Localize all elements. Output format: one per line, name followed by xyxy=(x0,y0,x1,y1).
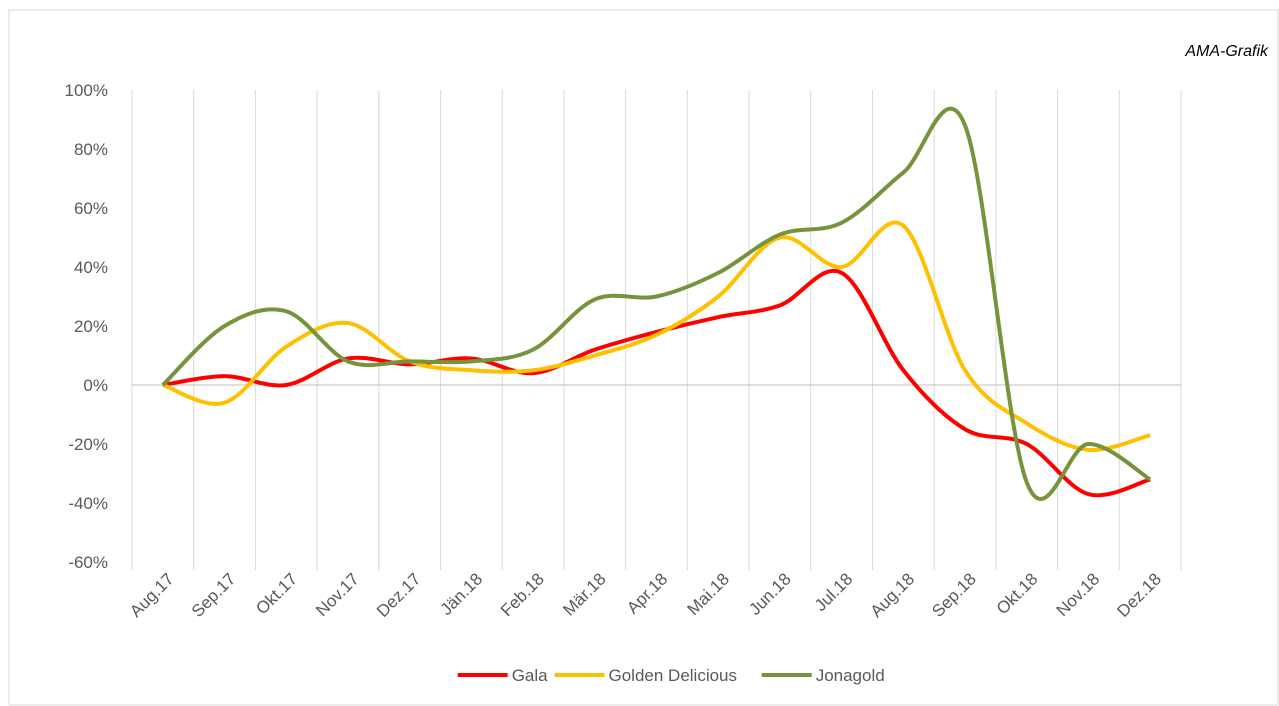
x-tick-label: Aug.17 xyxy=(126,569,178,621)
x-tick-label: Okt.17 xyxy=(252,569,301,618)
x-tick-label: Dez.17 xyxy=(373,569,425,621)
line-series xyxy=(161,106,1152,501)
y-tick-label: -60% xyxy=(68,553,108,572)
y-tick-label: 20% xyxy=(74,317,108,336)
y-tick-label: 0% xyxy=(83,376,108,395)
x-tick-label: Mai.18 xyxy=(684,569,734,619)
x-tick-label: Okt.18 xyxy=(993,569,1042,618)
y-tick-label: -20% xyxy=(68,435,108,454)
x-tick-label: Jun.18 xyxy=(745,569,795,619)
x-tick-label: Sep.18 xyxy=(928,569,980,621)
annotation: AMA-Grafik xyxy=(1184,43,1269,60)
x-tick-label: Apr.18 xyxy=(623,569,671,617)
x-tick-label: Feb.18 xyxy=(497,569,548,620)
y-tick-label: 100% xyxy=(65,81,108,100)
x-tick-label: Aug.18 xyxy=(867,569,919,621)
legend-label: Gala xyxy=(512,666,548,685)
legend-label: Jonagold xyxy=(816,666,885,685)
x-tick-label: Nov.18 xyxy=(1053,569,1104,620)
x-tick-label: Sep.17 xyxy=(188,569,240,621)
line-series xyxy=(162,268,1151,498)
chart-frame xyxy=(8,9,1279,706)
y-tick-label: 40% xyxy=(74,258,108,277)
y-tick-label: -40% xyxy=(68,494,108,513)
y-tick-label: 80% xyxy=(74,140,108,159)
x-tick-label: Jän.18 xyxy=(437,569,487,619)
x-tick-label: Nov.17 xyxy=(312,569,363,620)
x-tick-label: Mär.18 xyxy=(559,569,609,619)
x-tick-label: Jul.18 xyxy=(811,569,857,615)
line-series xyxy=(162,220,1151,452)
y-tick-label: 60% xyxy=(74,199,108,218)
x-tick-label: Dez.18 xyxy=(1113,569,1165,621)
legend-label: Golden Delicious xyxy=(609,666,738,685)
